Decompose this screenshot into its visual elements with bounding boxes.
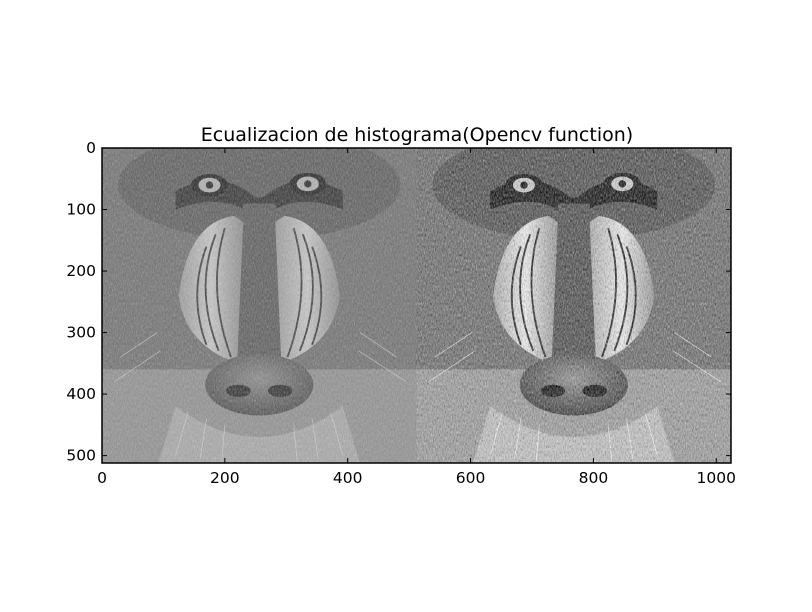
x-tick-label: 1000 <box>697 469 736 487</box>
x-tick-label: 0 <box>97 469 107 487</box>
image-panel-2 <box>417 130 732 463</box>
x-tick-label: 600 <box>456 469 486 487</box>
y-tick-label: 400 <box>66 385 96 403</box>
y-tick-label: 300 <box>66 324 96 342</box>
x-tick-label: 200 <box>210 469 240 487</box>
image-panels <box>102 130 731 463</box>
x-tick-label: 400 <box>333 469 363 487</box>
y-tick-label: 500 <box>66 447 96 465</box>
x-tick-label: 800 <box>579 469 609 487</box>
fur-texture <box>102 148 417 463</box>
y-tick-label: 100 <box>66 201 96 219</box>
fur-texture <box>417 148 732 463</box>
y-tick-label: 200 <box>66 262 96 280</box>
image-panel-1 <box>102 130 417 463</box>
chart-title: Ecualizacion de histograma(Opencv functi… <box>201 124 633 146</box>
y-tick-label: 0 <box>86 139 96 157</box>
